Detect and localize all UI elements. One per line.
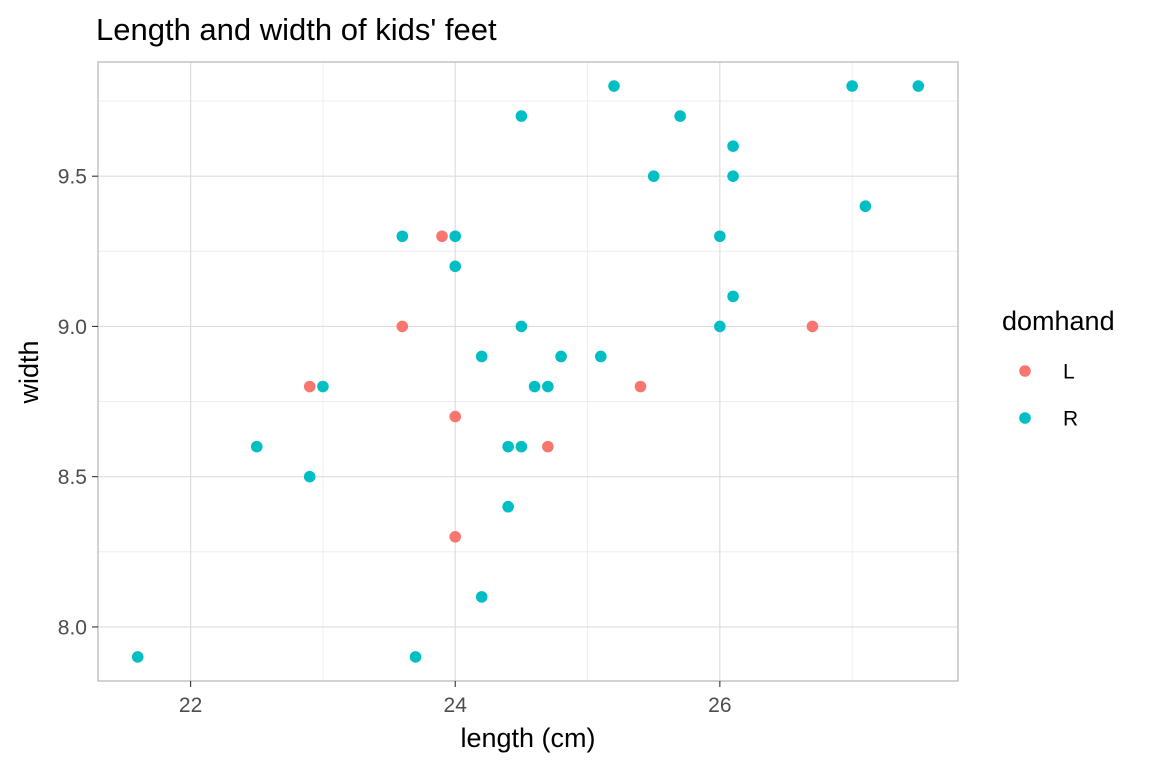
- x-axis-title: length (cm): [460, 723, 595, 753]
- data-point-r: [515, 110, 528, 122]
- legend: domhand L R: [1002, 306, 1115, 431]
- data-point-r: [912, 80, 925, 92]
- y-tick-label: 8.0: [58, 616, 87, 639]
- data-point-r: [647, 170, 660, 182]
- data-point-r: [250, 440, 263, 453]
- x-axis-ticks: 22 24 26: [179, 681, 732, 717]
- y-tick-label: 8.5: [58, 466, 87, 489]
- data-point-l: [806, 320, 819, 333]
- plot-border: [97, 61, 959, 682]
- data-point-r: [594, 350, 607, 363]
- data-point-l: [396, 320, 409, 333]
- data-point-r: [475, 350, 488, 363]
- data-point-r: [714, 320, 726, 333]
- data-point-r: [131, 651, 144, 663]
- data-point-r: [449, 230, 462, 243]
- data-point-r: [859, 200, 872, 213]
- x-tick-label: 22: [179, 694, 202, 717]
- data-point-r: [727, 140, 739, 152]
- legend-title: domhand: [1002, 306, 1115, 336]
- data-point-l: [436, 230, 448, 243]
- y-tick-label: 9.0: [58, 316, 87, 339]
- y-axis-title: width: [14, 340, 44, 404]
- x-tick-label: 26: [708, 694, 731, 717]
- data-point-r: [502, 500, 514, 513]
- data-point-l: [542, 440, 554, 453]
- data-point-r: [846, 80, 858, 92]
- data-point-r: [727, 170, 739, 182]
- x-tick-label: 24: [444, 694, 468, 717]
- data-point-r: [502, 440, 514, 453]
- legend-key-r: [1019, 412, 1031, 424]
- minor-gridlines: [98, 62, 958, 681]
- plot-panel: [98, 62, 958, 681]
- data-point-r: [449, 260, 462, 273]
- data-point-r: [303, 470, 316, 483]
- data-point-r: [555, 350, 567, 363]
- data-point-r: [317, 380, 329, 393]
- data-point-r: [714, 230, 726, 243]
- y-tick-label: 9.5: [58, 166, 87, 189]
- data-point-r: [396, 230, 409, 243]
- data-point-r: [608, 80, 620, 92]
- data-point-r: [528, 380, 541, 393]
- data-point-l: [449, 410, 462, 423]
- data-point-r: [515, 320, 528, 333]
- data-point-r: [515, 440, 528, 453]
- data-point-r: [409, 651, 422, 663]
- y-axis-ticks: 8.0 8.5 9.0 9.5: [58, 166, 98, 639]
- legend-label-r: R: [1063, 408, 1078, 431]
- data-point-l: [303, 380, 316, 393]
- data-point-l: [634, 380, 647, 393]
- data-points: [131, 80, 925, 663]
- data-point-l: [449, 530, 462, 543]
- legend-label-l: L: [1063, 361, 1075, 384]
- legend-key-l: [1019, 365, 1031, 377]
- data-point-r: [475, 591, 488, 603]
- data-point-r: [542, 380, 554, 393]
- data-point-r: [674, 110, 686, 122]
- data-point-r: [727, 290, 739, 303]
- chart-title: Length and width of kids' feet: [96, 12, 497, 47]
